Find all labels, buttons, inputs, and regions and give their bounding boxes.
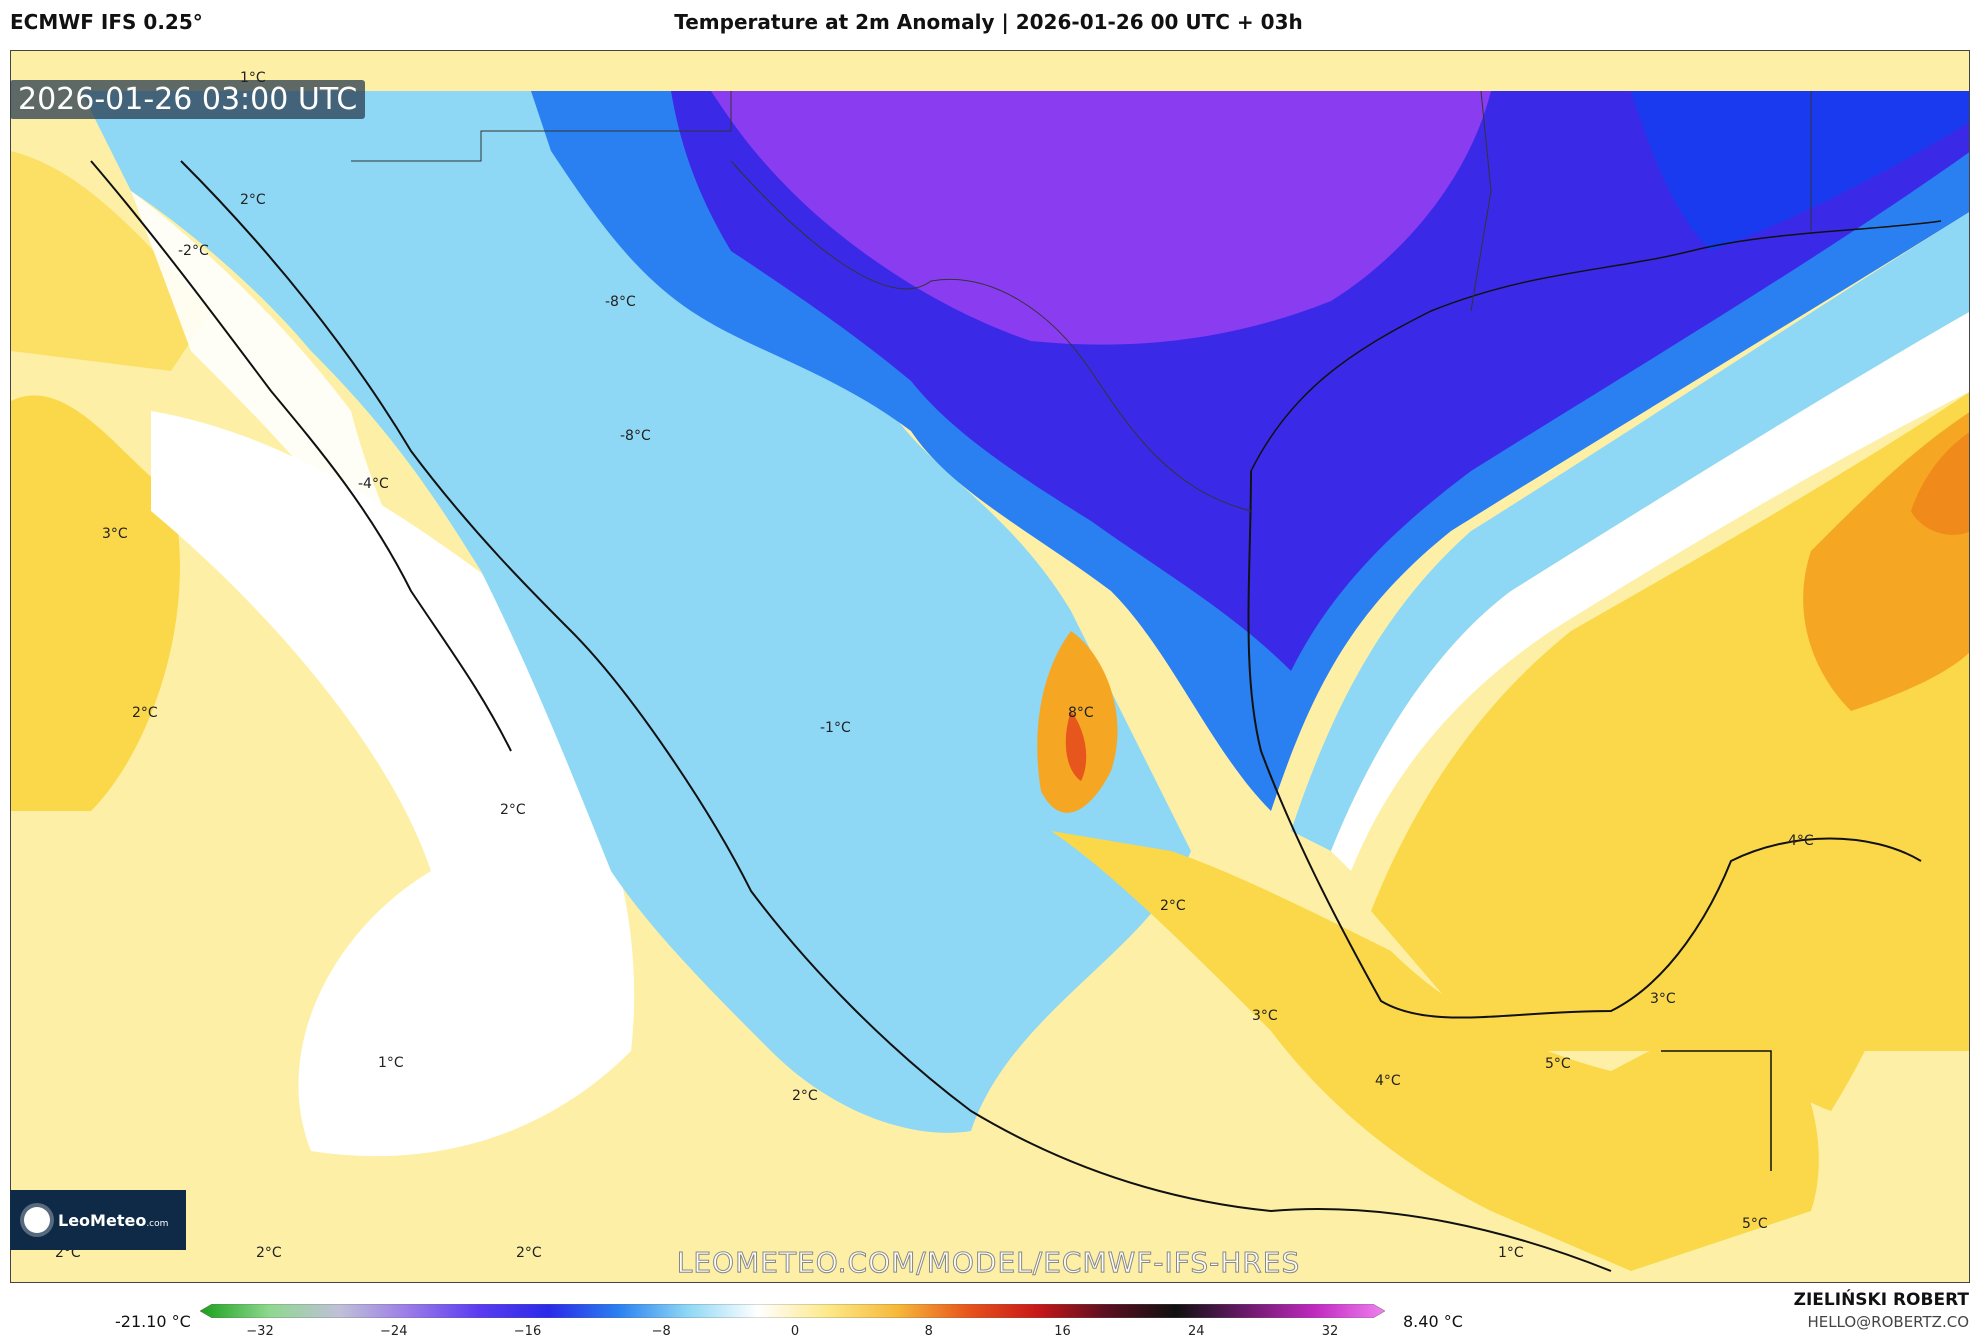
contour-label: 2°C [1160,898,1186,914]
contour-label: -1°C [820,720,851,736]
contour-label: 2°C [240,192,266,208]
contour-label: 4°C [1375,1073,1401,1089]
contour-label: 3°C [102,526,128,542]
contour-label: -8°C [620,428,651,444]
contour-label: 3°C [1650,991,1676,1007]
map-title: Temperature at 2m Anomaly | 2026-01-26 0… [674,10,1303,34]
contour-label: 2°C [792,1088,818,1104]
anomaly-map[interactable] [10,50,1970,1283]
contour-label: 5°C [1742,1216,1768,1232]
contour-label: 2°C [516,1245,542,1261]
logo-suffix: .com [146,1218,169,1229]
legend-tick: 16 [1054,1324,1071,1339]
legend-tick: −32 [246,1324,274,1339]
site-watermark: LEOMETEO.COM/MODEL/ECMWF-IFS-HRES [676,1246,1301,1280]
author-email[interactable]: HELLO@ROBERTZ.CO [1807,1313,1969,1331]
legend-tick: −16 [513,1324,542,1339]
author-name: ZIELIŃSKI ROBERT [1793,1290,1969,1310]
model-name: ECMWF IFS 0.25° [10,10,203,34]
contour-label: 5°C [1545,1056,1571,1072]
contour-label: 1°C [1498,1245,1524,1261]
leometeo-logo[interactable]: LeoMeteo.com [10,1190,186,1250]
legend-min-value: -21.10 °C [115,1312,191,1331]
legend-tick: 24 [1187,1324,1205,1339]
contour-label: 2°C [500,802,526,818]
contour-label: 3°C [1252,1008,1278,1024]
sun-icon [24,1207,50,1233]
legend-tick: 32 [1321,1324,1339,1339]
legend-tick: −24 [380,1324,408,1339]
contour-label: -4°C [358,476,389,492]
color-scale-bar [200,1304,1385,1318]
contour-label: -2°C [178,243,209,259]
legend-tick: 8 [924,1324,933,1339]
legend-max-value: 8.40 °C [1403,1312,1463,1331]
contour-label: -8°C [605,294,636,310]
contour-label: 2°C [132,705,158,721]
legend-tick: −8 [651,1324,671,1339]
contour-label: 1°C [240,70,266,86]
logo-name: LeoMeteo [58,1210,147,1230]
contour-label: 2°C [256,1245,282,1261]
contour-label: 4°C [1788,833,1814,849]
legend-tick: 0 [790,1324,800,1339]
contour-label: 1°C [378,1055,404,1071]
forecast-timestamp: 2026-01-26 03:00 UTC [10,80,366,119]
map-canvas [11,51,1969,1282]
contour-label: 8°C [1068,705,1094,721]
